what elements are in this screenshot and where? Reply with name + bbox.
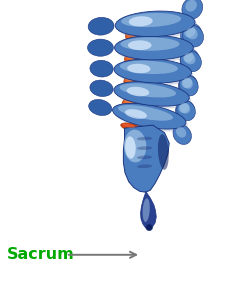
Ellipse shape [90, 60, 113, 77]
Ellipse shape [120, 61, 178, 74]
Ellipse shape [184, 26, 196, 38]
Ellipse shape [178, 75, 197, 95]
Ellipse shape [121, 13, 181, 27]
Ellipse shape [184, 53, 196, 64]
Ellipse shape [179, 103, 189, 113]
Polygon shape [141, 191, 156, 229]
Ellipse shape [137, 146, 152, 150]
Ellipse shape [89, 100, 112, 116]
Ellipse shape [88, 39, 114, 56]
Ellipse shape [181, 77, 192, 88]
Ellipse shape [183, 25, 204, 47]
Ellipse shape [180, 49, 199, 70]
Polygon shape [123, 125, 169, 192]
Ellipse shape [116, 84, 191, 108]
Ellipse shape [124, 99, 137, 106]
Ellipse shape [137, 164, 152, 168]
Ellipse shape [180, 24, 201, 45]
Ellipse shape [117, 38, 195, 62]
Ellipse shape [122, 123, 135, 128]
Text: Sacrum: Sacrum [7, 247, 75, 262]
Ellipse shape [127, 64, 150, 73]
Ellipse shape [129, 16, 153, 27]
Ellipse shape [125, 109, 147, 119]
Ellipse shape [114, 106, 188, 131]
Ellipse shape [175, 101, 194, 120]
Ellipse shape [125, 136, 136, 159]
Ellipse shape [117, 13, 197, 39]
Ellipse shape [176, 127, 186, 138]
Ellipse shape [127, 53, 140, 60]
Ellipse shape [122, 96, 143, 114]
Ellipse shape [88, 17, 114, 35]
Ellipse shape [158, 134, 169, 170]
Ellipse shape [146, 224, 153, 231]
Ellipse shape [115, 35, 193, 60]
Ellipse shape [125, 50, 147, 68]
Ellipse shape [116, 61, 193, 85]
Ellipse shape [120, 83, 176, 97]
Ellipse shape [90, 80, 113, 97]
Ellipse shape [113, 103, 186, 129]
Ellipse shape [183, 78, 193, 89]
Ellipse shape [127, 87, 149, 96]
Ellipse shape [114, 82, 189, 106]
Ellipse shape [126, 26, 148, 45]
Ellipse shape [115, 11, 195, 37]
Ellipse shape [180, 103, 190, 114]
Ellipse shape [137, 137, 152, 140]
Ellipse shape [114, 59, 192, 83]
Ellipse shape [124, 130, 146, 162]
Ellipse shape [143, 198, 150, 222]
Ellipse shape [186, 28, 198, 39]
Ellipse shape [182, 0, 203, 19]
Ellipse shape [177, 100, 195, 121]
Ellipse shape [185, 0, 197, 12]
Ellipse shape [179, 75, 198, 96]
Ellipse shape [118, 105, 173, 121]
Ellipse shape [126, 76, 139, 83]
Ellipse shape [124, 73, 145, 91]
Ellipse shape [183, 52, 194, 63]
Ellipse shape [121, 123, 141, 132]
Ellipse shape [128, 40, 152, 50]
Ellipse shape [180, 50, 201, 72]
Ellipse shape [173, 125, 192, 145]
Ellipse shape [128, 29, 141, 37]
Ellipse shape [121, 37, 180, 51]
Ellipse shape [137, 156, 152, 159]
